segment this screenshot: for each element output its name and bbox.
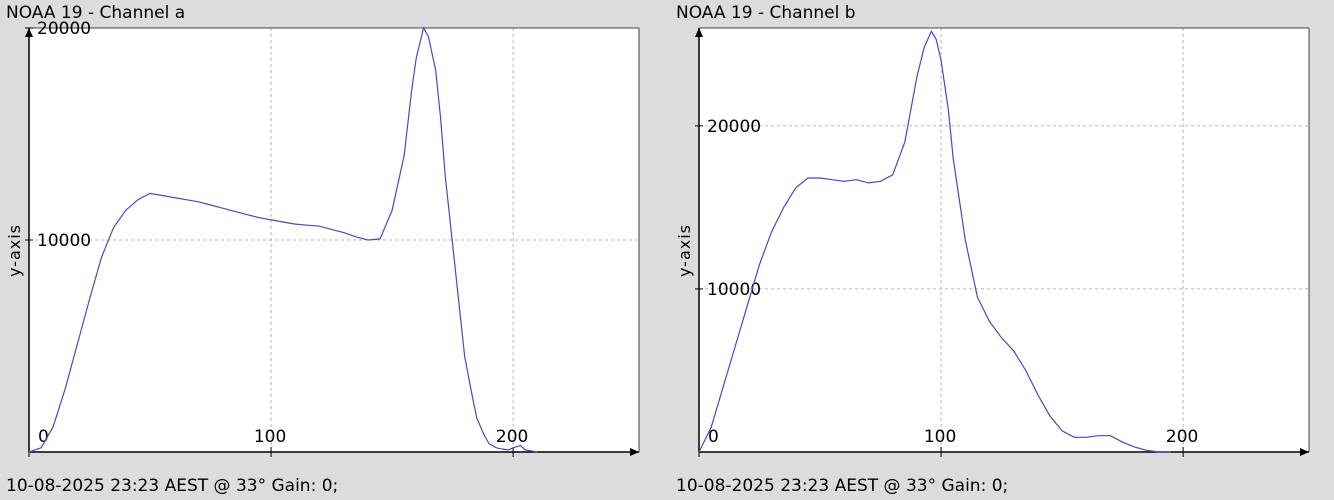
chart-panel-channel-b: NOAA 19 - Channel b y-axis 0 100 200 10000 2… <box>670 0 1330 500</box>
y-tick-label: 10000 <box>37 231 91 251</box>
y-axis-arrow <box>695 28 703 37</box>
x-tick-label: 100 <box>924 427 956 447</box>
x-axis-arrow <box>1300 448 1309 456</box>
chart-plot-channel-a: 0 100 200 10000 20000 <box>25 19 640 457</box>
plot-background <box>699 28 1309 452</box>
series-line <box>698 29 1171 453</box>
y-tick-label: 20000 <box>707 117 761 137</box>
chart-title: NOAA 19 - Channel a <box>6 3 186 23</box>
plot-background <box>29 28 639 452</box>
chart-panel-channel-a: NOAA 19 - Channel a y-axis 0 100 200 10000 2… <box>0 0 660 500</box>
y-tick-label: 20000 <box>37 19 91 39</box>
x-tick-label: 0 <box>38 427 49 447</box>
x-tick-label: 200 <box>1166 427 1198 447</box>
y-tick-label: 10000 <box>707 280 761 300</box>
chart-plot-channel-b: 0 100 200 10000 20000 <box>695 27 1310 457</box>
x-tick-label: 100 <box>254 427 286 447</box>
chart-footer: 10-08-2025 23:23 AEST @ 33° Gain: 0; <box>676 476 1009 496</box>
chart-title: NOAA 19 - Channel b <box>676 3 856 23</box>
x-tick-label: 0 <box>708 427 719 447</box>
x-axis-arrow <box>630 448 639 456</box>
series-line <box>28 26 538 453</box>
y-axis-arrow <box>25 28 33 37</box>
chart-footer: 10-08-2025 23:23 AEST @ 33° Gain: 0; <box>6 476 339 496</box>
x-tick-label: 200 <box>496 427 528 447</box>
